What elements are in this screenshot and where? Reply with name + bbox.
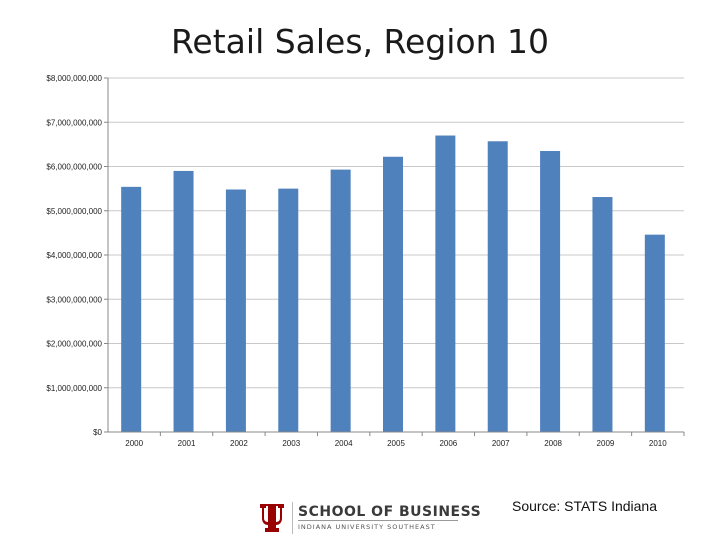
y-tick-label: $6,000,000,000 [46, 163, 102, 172]
x-tick-label: 2007 [492, 439, 510, 448]
y-tick-label: $2,000,000,000 [46, 340, 102, 349]
chart-title: Retail Sales, Region 10 [170, 22, 549, 61]
x-tick-label: 2000 [125, 439, 143, 448]
logo-text: SCHOOL OF BUSINESS [298, 504, 482, 520]
y-tick-label: $4,000,000,000 [46, 251, 102, 260]
logo-divider [292, 502, 293, 534]
bar-2008 [540, 151, 561, 432]
x-tick-label: 2005 [387, 439, 405, 448]
x-tick-label: 2004 [335, 439, 353, 448]
x-tick-label: 2008 [544, 439, 562, 448]
y-tick-label: $3,000,000,000 [46, 295, 102, 304]
bar-2001 [173, 170, 194, 433]
logo-rule [298, 520, 458, 521]
bar-2003 [278, 188, 299, 432]
bars [121, 135, 665, 433]
bar-chart: $0 $1,000,000,000 $2,000,000,000 $3,000,000… [46, 74, 685, 448]
bar-2009 [592, 197, 613, 432]
x-tick-label: 2010 [649, 439, 667, 448]
bar-2005 [383, 156, 403, 432]
source-note: Source: STATS Indiana [512, 498, 657, 514]
school-of-business-logo: SCHOOL OF BUSINESS INDIANA UNIVERSITY SO… [256, 498, 481, 538]
y-axis-ticks: $0 $1,000,000,000 $2,000,000,000 $3,000,000… [46, 74, 108, 437]
bar-2010 [644, 234, 665, 432]
y-tick-label: $0 [93, 428, 102, 437]
y-tick-label: $5,000,000,000 [46, 207, 102, 216]
bar-2006 [435, 135, 456, 432]
x-tick-label: 2003 [282, 439, 300, 448]
bar-2002 [225, 189, 246, 432]
x-axis-ticks: 2000 2001 2002 2003 2004 2005 2006 2007 2008 2009… [125, 432, 685, 448]
x-tick-label: 2006 [439, 439, 457, 448]
x-tick-label: 2002 [230, 439, 248, 448]
y-tick-label: $1,000,000,000 [46, 384, 102, 393]
y-tick-label: $8,000,000,000 [46, 74, 102, 83]
bar-2007 [487, 141, 508, 432]
iu-trident-icon [260, 504, 284, 532]
y-tick-label: $7,000,000,000 [46, 118, 102, 127]
bar-2004 [330, 169, 351, 432]
x-tick-label: 2001 [178, 439, 196, 448]
x-tick-label: 2009 [597, 439, 615, 448]
logo-subtext: INDIANA UNIVERSITY SOUTHEAST [298, 523, 436, 531]
bar-2000 [121, 186, 142, 432]
